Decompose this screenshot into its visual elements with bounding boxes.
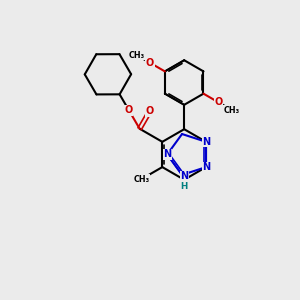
Text: O: O [214, 97, 223, 107]
Text: O: O [146, 106, 154, 116]
Text: CH₃: CH₃ [128, 50, 145, 59]
Text: H: H [181, 182, 188, 191]
Text: O: O [146, 58, 154, 68]
Text: N: N [202, 137, 210, 147]
Text: N: N [202, 162, 210, 172]
Text: N: N [180, 171, 188, 181]
Text: N: N [163, 149, 171, 160]
Text: CH₃: CH₃ [133, 175, 149, 184]
Text: CH₃: CH₃ [224, 106, 240, 115]
Text: O: O [125, 105, 133, 115]
